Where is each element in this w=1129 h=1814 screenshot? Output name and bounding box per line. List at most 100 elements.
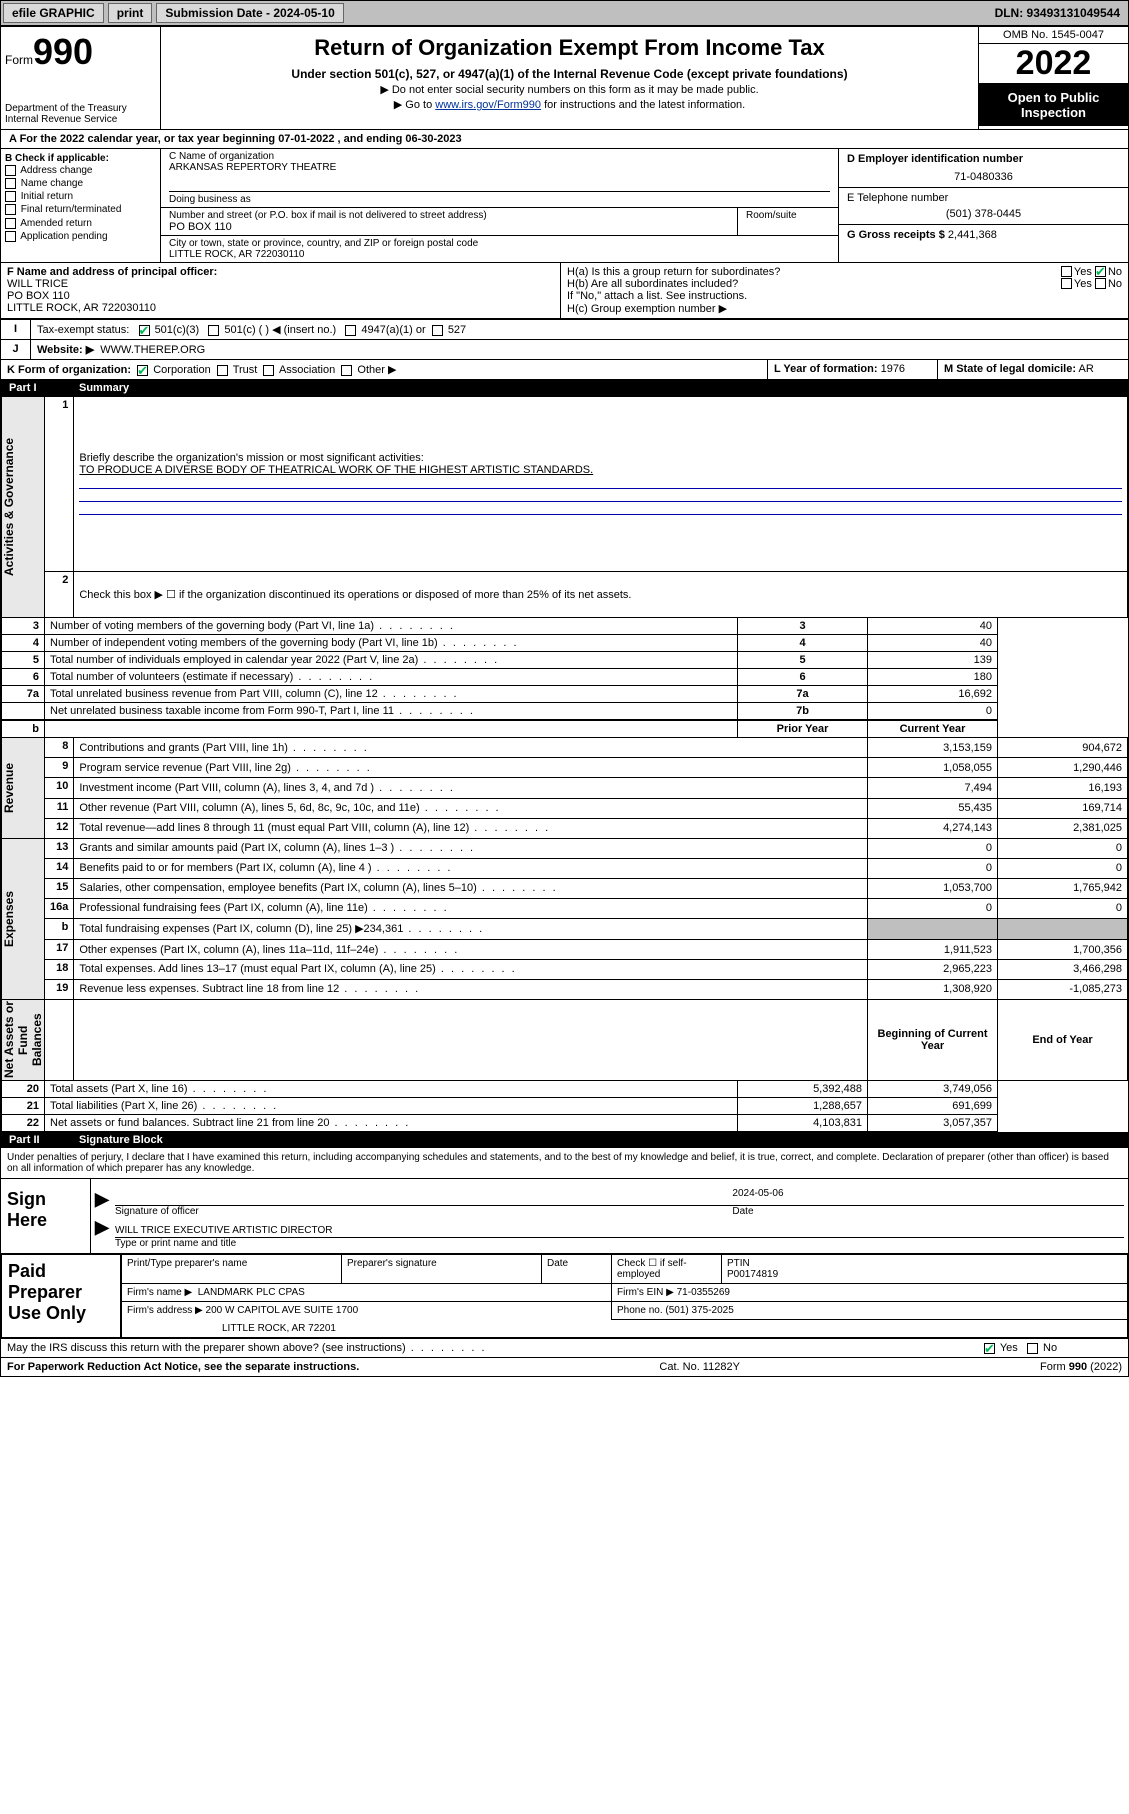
corp-checkbox[interactable] [137, 365, 148, 376]
exp-row: 17Other expenses (Part IX, column (A), l… [2, 940, 1128, 960]
4947-checkbox[interactable] [345, 325, 356, 336]
efile-btn[interactable]: efile GRAPHIC [3, 3, 104, 23]
sig-date-label: Date [732, 1205, 1124, 1217]
irs-link[interactable]: www.irs.gov/Form990 [435, 99, 541, 111]
org-name: ARKANSAS REPERTORY THEATRE [169, 162, 830, 173]
firm-phone-label: Phone no. [617, 1305, 663, 1316]
ha-yes-checkbox[interactable] [1061, 266, 1072, 277]
ha-label: H(a) Is this a group return for subordin… [567, 266, 1061, 278]
side-expenses: Expenses [2, 839, 16, 999]
rev-row: 11Other revenue (Part VIII, column (A), … [2, 798, 1128, 818]
l-value: 1976 [881, 363, 905, 375]
other-checkbox[interactable] [341, 365, 352, 376]
sig-date: 2024-05-06 [732, 1183, 1124, 1205]
501c3-checkbox[interactable] [139, 325, 150, 336]
return-subtitle: Under section 501(c), 527, or 4947(a)(1)… [169, 65, 970, 81]
officer-addr1: PO BOX 110 [7, 290, 70, 302]
rev-row: Revenue8Contributions and grants (Part V… [2, 738, 1128, 758]
hb-note: If "No," attach a list. See instructions… [567, 290, 1122, 302]
summary-table: Activities & Governance 1 Briefly descri… [1, 396, 1128, 1132]
b-title: B Check if applicable: [5, 153, 156, 164]
sign-arrow-2: ▶ [95, 1217, 113, 1237]
prep-h2: Preparer's signature [342, 1255, 542, 1284]
501c-checkbox[interactable] [208, 325, 219, 336]
te-label: Tax-exempt status: [37, 324, 129, 336]
m-value: AR [1078, 363, 1093, 375]
mission-text: TO PRODUCE A DIVERSE BODY OF THEATRICAL … [79, 464, 593, 476]
527-checkbox[interactable] [432, 325, 443, 336]
hc-label: H(c) Group exemption number ▶ [567, 302, 1122, 315]
discuss-no-checkbox[interactable] [1027, 1343, 1038, 1354]
discuss-yes-checkbox[interactable] [984, 1343, 995, 1354]
side-activities: Activities & Governance [2, 397, 16, 617]
row-website: J Website: ▶ WWW.THEREP.ORG [1, 340, 1128, 360]
trust-checkbox[interactable] [217, 365, 228, 376]
endyear-head: End of Year [998, 1000, 1128, 1081]
sig-field[interactable] [115, 1183, 732, 1205]
curryear-head: Current Year [868, 720, 998, 738]
b-checkbox[interactable] [5, 204, 16, 215]
subdate-btn: Submission Date - 2024-05-10 [156, 3, 343, 23]
line2-text: Check this box ▶ ☐ if the organization d… [74, 572, 1128, 618]
form-990: Form990 Department of the Treasury Inter… [0, 26, 1129, 1377]
sign-arrow-1: ▶ [95, 1189, 113, 1209]
prep-h3: Date [542, 1255, 612, 1284]
footer: For Paperwork Reduction Act Notice, see … [1, 1357, 1128, 1376]
website-value: WWW.THEREP.ORG [100, 344, 205, 356]
rev-row: 9Program service revenue (Part VIII, lin… [2, 758, 1128, 778]
penalties-text: Under penalties of perjury, I declare th… [1, 1148, 1128, 1178]
prep-h1: Print/Type preparer's name [122, 1255, 342, 1284]
b-checkbox[interactable] [5, 218, 16, 229]
form-number: 990 [33, 31, 93, 72]
j-letter: J [1, 340, 31, 359]
form-footer: Form 990 (2022) [1040, 1361, 1122, 1373]
paid-preparer-block: Paid Preparer Use Only Print/Type prepar… [1, 1253, 1128, 1338]
assoc-checkbox[interactable] [263, 365, 274, 376]
room-label: Room/suite [746, 210, 830, 221]
officer-printed-name: WILL TRICE EXECUTIVE ARTISTIC DIRECTOR [115, 1217, 1124, 1238]
hb-no-checkbox[interactable] [1095, 278, 1106, 289]
b-check-item: Address change [5, 164, 156, 177]
b-checkbox[interactable] [5, 165, 16, 176]
row-taxexempt: I Tax-exempt status: 501(c)(3) 501(c) ( … [1, 319, 1128, 340]
mission-label: Briefly describe the organization's miss… [79, 452, 423, 464]
ptin-value: P00174819 [727, 1269, 778, 1280]
b-check-item: Amended return [5, 217, 156, 230]
firm-ein: 71-0355269 [677, 1287, 730, 1298]
firm-addr-label: Firm's address ▶ [127, 1305, 203, 1316]
open-to-public: Open to Public Inspection [979, 84, 1128, 126]
form-word: Form [5, 53, 33, 67]
city-value: LITTLE ROCK, AR 722030110 [169, 249, 830, 260]
exp-row: 16aProfessional fundraising fees (Part I… [2, 898, 1128, 918]
b-checkbox[interactable] [5, 231, 16, 242]
gross-value: 2,441,368 [948, 229, 997, 241]
print-btn[interactable]: print [108, 3, 153, 23]
prioryear-head: Prior Year [738, 720, 868, 738]
firm-phone: (501) 375-2025 [665, 1305, 733, 1316]
exp-row: Expenses13Grants and similar amounts pai… [2, 839, 1128, 859]
dln: DLN: 93493131049544 [987, 4, 1128, 22]
ha-no-checkbox[interactable] [1095, 266, 1106, 277]
header-mid: Return of Organization Exempt From Incom… [161, 27, 978, 129]
ssn-note: ▶ Do not enter social security numbers o… [169, 81, 970, 96]
hb-label: H(b) Are all subordinates included? [567, 278, 1061, 290]
hb-yes-checkbox[interactable] [1061, 278, 1072, 289]
row-fh: F Name and address of principal officer:… [1, 263, 1128, 319]
gov-row: Net unrelated business taxable income fr… [2, 703, 1128, 721]
form-header: Form990 Department of the Treasury Inter… [1, 27, 1128, 130]
exp-row: 14Benefits paid to or for members (Part … [2, 858, 1128, 878]
part1-num: Part I [9, 382, 79, 394]
gov-row: 6Total number of volunteers (estimate if… [2, 669, 1128, 686]
exp-row: 19Revenue less expenses. Subtract line 1… [2, 979, 1128, 999]
b-checkbox[interactable] [5, 178, 16, 189]
ein-label: D Employer identification number [847, 153, 1120, 165]
b-checkbox[interactable] [5, 191, 16, 202]
begyear-head: Beginning of Current Year [868, 1000, 998, 1081]
col-c: C Name of organization ARKANSAS REPERTOR… [161, 149, 838, 262]
rev-row: 10Investment income (Part VIII, column (… [2, 778, 1128, 798]
b-check-item: Application pending [5, 230, 156, 243]
header-right: OMB No. 1545-0047 2022 Open to Public In… [978, 27, 1128, 129]
firm-addr1: 200 W CAPITOL AVE SUITE 1700 [206, 1305, 359, 1316]
section-bcdeg: B Check if applicable: Address change Na… [1, 149, 1128, 263]
prep-h4: Check ☐ if self-employed [612, 1255, 722, 1284]
